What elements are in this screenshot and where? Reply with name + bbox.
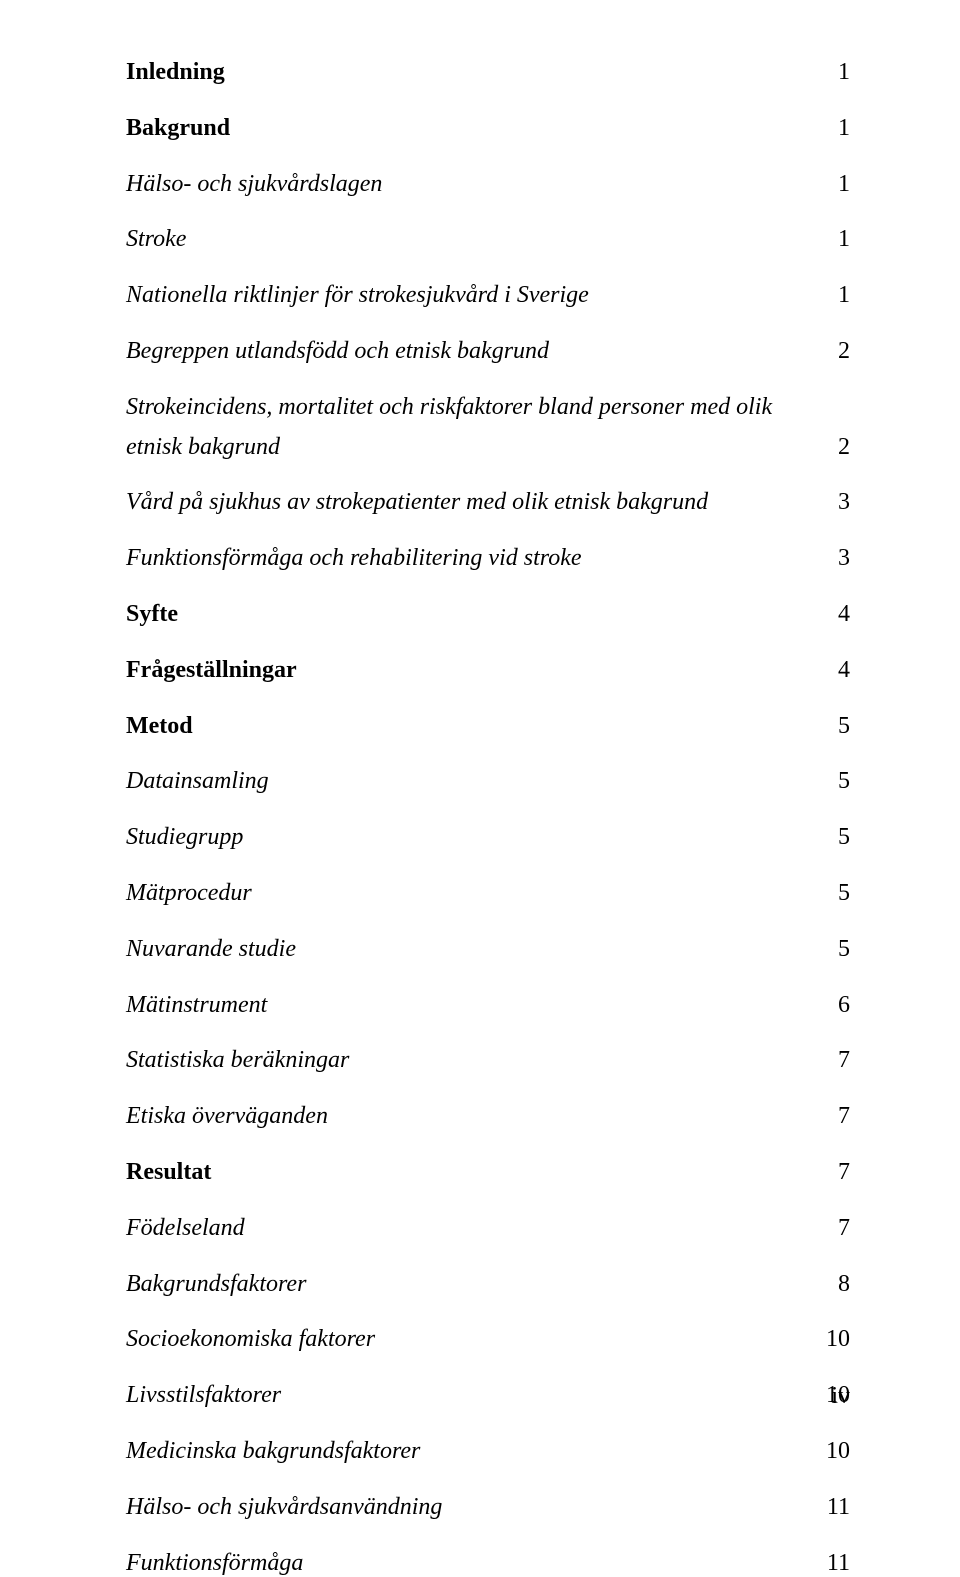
toc-page: Inledning1Bakgrund1Hälso- och sjukvårdsl…	[0, 0, 960, 1470]
toc-label: Strokeincidens, mortalitet och riskfakto…	[126, 393, 850, 422]
toc-row: Metod5	[126, 712, 850, 741]
toc-row: Stroke1	[126, 225, 850, 254]
toc-row: Bakgrundsfaktorer8	[126, 1270, 850, 1299]
toc-page-num: 5	[826, 767, 850, 796]
toc-page-num: 3	[826, 544, 850, 573]
toc-label: etnisk bakgrund	[126, 433, 826, 462]
toc-label: Funktionsförmåga och rehabilitering vid …	[126, 544, 826, 573]
toc-label: Frågeställningar	[126, 656, 826, 685]
toc-label: Födelseland	[126, 1214, 826, 1243]
page-number: iv	[831, 1383, 850, 1410]
toc-row: Statistiska beräkningar7	[126, 1046, 850, 1075]
toc-page-num: 5	[826, 712, 850, 741]
toc-label: Nationella riktlinjer för strokesjukvård…	[126, 281, 826, 310]
toc-page-num: 8	[826, 1270, 850, 1299]
toc-row: Resultat7	[126, 1158, 850, 1187]
toc-row: Nuvarande studie5	[126, 935, 850, 964]
toc-row: Syfte4	[126, 600, 850, 629]
toc-label: Socioekonomiska faktorer	[126, 1325, 814, 1354]
toc-page-num: 3	[826, 488, 850, 517]
toc-row: Mätinstrument6	[126, 991, 850, 1020]
toc-label: Livsstilsfaktorer	[126, 1381, 814, 1410]
toc-page-num: 1	[826, 225, 850, 254]
toc-list: Inledning1Bakgrund1Hälso- och sjukvårdsl…	[126, 58, 850, 1577]
toc-label: Etiska överväganden	[126, 1102, 826, 1131]
toc-label: Begreppen utlandsfödd och etnisk bakgrun…	[126, 337, 826, 366]
toc-page-num: 1	[826, 58, 850, 87]
toc-page-num: 5	[826, 879, 850, 908]
toc-row: Frågeställningar4	[126, 656, 850, 685]
toc-page-num: 2	[826, 337, 850, 366]
toc-label: Bakgrund	[126, 114, 826, 143]
toc-page-num: 1	[826, 281, 850, 310]
toc-row: Livsstilsfaktorer10	[126, 1381, 850, 1410]
toc-label: Vård på sjukhus av strokepatienter med o…	[126, 488, 826, 517]
toc-row: Hälso- och sjukvårdslagen1	[126, 170, 850, 199]
toc-label: Syfte	[126, 600, 826, 629]
toc-page-num: 5	[826, 823, 850, 852]
toc-row: Studiegrupp5	[126, 823, 850, 852]
toc-label: Inledning	[126, 58, 826, 87]
toc-row: Etiska överväganden7	[126, 1102, 850, 1131]
toc-row: Mätprocedur5	[126, 879, 850, 908]
toc-page-num: 2	[826, 433, 850, 462]
toc-page-num: 5	[826, 935, 850, 964]
toc-page-num: 1	[826, 170, 850, 199]
toc-page-num: 4	[826, 656, 850, 685]
toc-row: Inledning1	[126, 58, 850, 87]
toc-page-num: 7	[826, 1158, 850, 1187]
toc-page-num: 4	[826, 600, 850, 629]
toc-page-num: 11	[815, 1549, 850, 1577]
toc-row: Medicinska bakgrundsfaktorer10	[126, 1437, 850, 1466]
toc-label: Datainsamling	[126, 767, 826, 796]
toc-label: Hälso- och sjukvårdsanvändning	[126, 1493, 815, 1522]
toc-page-num: 7	[826, 1214, 850, 1243]
toc-label: Metod	[126, 712, 826, 741]
toc-label: Resultat	[126, 1158, 826, 1187]
toc-label: Hälso- och sjukvårdslagen	[126, 170, 826, 199]
toc-row: Socioekonomiska faktorer10	[126, 1325, 850, 1354]
toc-label: Bakgrundsfaktorer	[126, 1270, 826, 1299]
toc-page-num: 10	[814, 1325, 850, 1354]
toc-row: Födelseland7	[126, 1214, 850, 1243]
toc-row: Strokeincidens, mortalitet och riskfakto…	[126, 393, 850, 422]
toc-label: Funktionsförmåga	[126, 1549, 815, 1577]
toc-row: Bakgrund1	[126, 114, 850, 143]
toc-label: Mätprocedur	[126, 879, 826, 908]
toc-page-num: 10	[814, 1437, 850, 1466]
toc-row: Vård på sjukhus av strokepatienter med o…	[126, 488, 850, 517]
toc-row: Datainsamling5	[126, 767, 850, 796]
toc-page-num: 6	[826, 991, 850, 1020]
toc-label: Mätinstrument	[126, 991, 826, 1020]
toc-page-num: 11	[815, 1493, 850, 1522]
toc-label: Nuvarande studie	[126, 935, 826, 964]
toc-page-num: 1	[826, 114, 850, 143]
toc-page-num: 7	[826, 1046, 850, 1075]
toc-label: Medicinska bakgrundsfaktorer	[126, 1437, 814, 1466]
toc-row: Begreppen utlandsfödd och etnisk bakgrun…	[126, 337, 850, 366]
toc-row: etnisk bakgrund2	[126, 433, 850, 462]
toc-label: Stroke	[126, 225, 826, 254]
toc-label: Studiegrupp	[126, 823, 826, 852]
toc-row: Funktionsförmåga11	[126, 1549, 850, 1577]
toc-page-num: 7	[826, 1102, 850, 1131]
toc-row: Funktionsförmåga och rehabilitering vid …	[126, 544, 850, 573]
toc-label: Statistiska beräkningar	[126, 1046, 826, 1075]
toc-row: Hälso- och sjukvårdsanvändning11	[126, 1493, 850, 1522]
toc-row: Nationella riktlinjer för strokesjukvård…	[126, 281, 850, 310]
